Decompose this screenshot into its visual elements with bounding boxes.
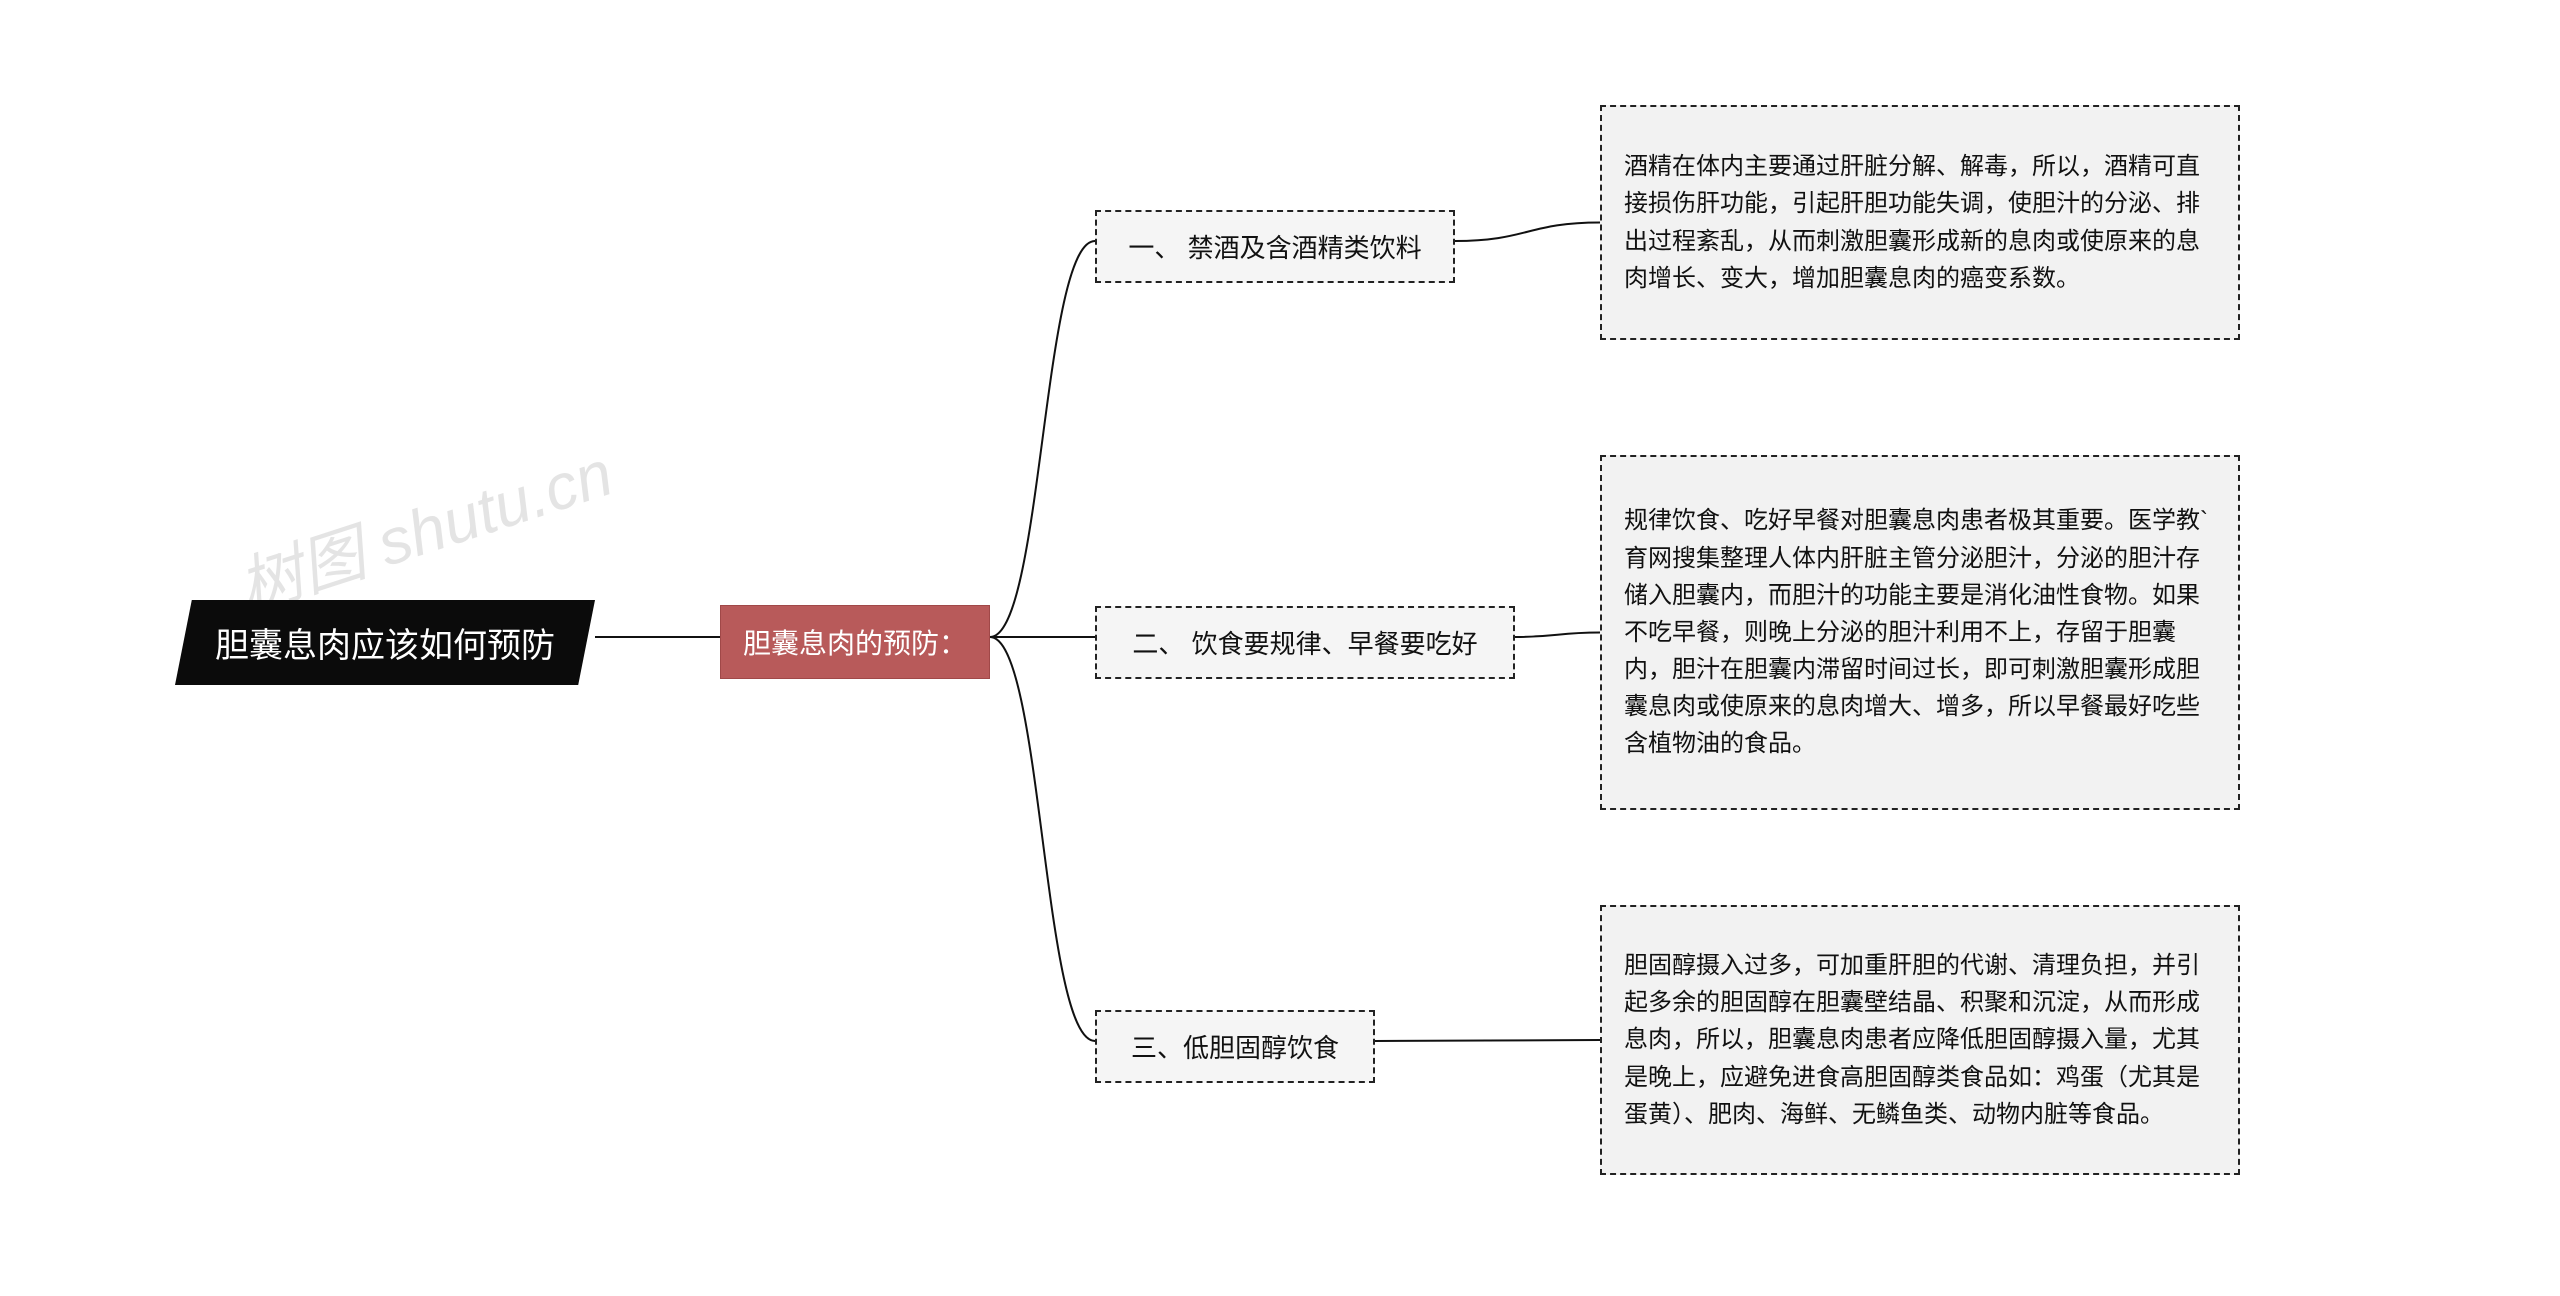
branch-title: 一、 禁酒及含酒精类饮料 [1095, 210, 1455, 283]
root-node: 胆囊息肉应该如何预防 [175, 600, 595, 685]
branch-title: 三、低胆固醇饮食 [1095, 1010, 1375, 1083]
level1-node: 胆囊息肉的预防： [720, 605, 990, 679]
mindmap-canvas: 树图 shutu.cn shutu.cn 胆囊息肉应该如何预防 胆囊息肉的预防：… [0, 0, 2560, 1296]
branch-detail: 胆固醇摄入过多，可加重肝胆的代谢、清理负担，并引起多余的胆固醇在胆囊壁结晶、积聚… [1600, 905, 2240, 1175]
branch-detail: 酒精在体内主要通过肝脏分解、解毒，所以，酒精可直接损伤肝功能，引起肝胆功能失调，… [1600, 105, 2240, 340]
watermark: 树图 shutu.cn [225, 422, 622, 629]
branch-detail: 规律饮食、吃好早餐对胆囊息肉患者极其重要。医学教`育网搜集整理人体内肝脏主管分泌… [1600, 455, 2240, 810]
branch-title: 二、 饮食要规律、早餐要吃好 [1095, 606, 1515, 679]
